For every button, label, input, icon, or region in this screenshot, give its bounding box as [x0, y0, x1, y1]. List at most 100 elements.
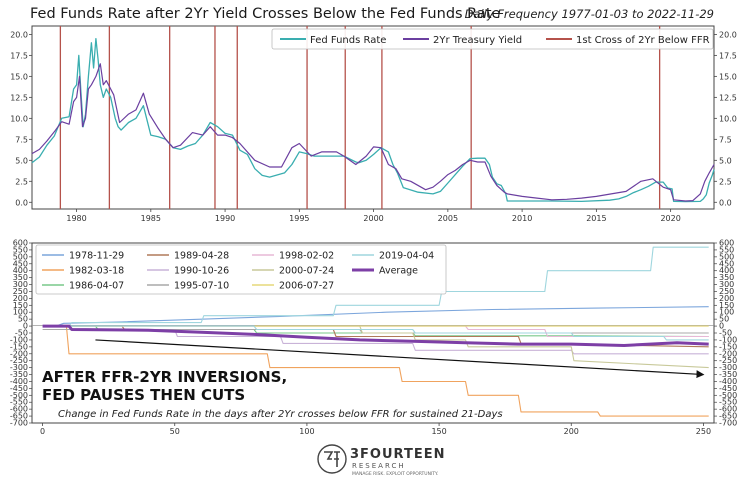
x-tick-label: 250 — [696, 427, 711, 436]
annotation-line-1: AFTER FFR-2YR INVERSIONS, — [42, 368, 287, 386]
y-tick-label: 50 — [18, 315, 28, 324]
x-tick-label: 0 — [40, 427, 45, 436]
y-tick-label: -550 — [10, 398, 28, 407]
y-tick-label-right: -400 — [719, 377, 737, 386]
y-tick-label: 7.5 — [15, 135, 28, 144]
y-tick-label: 17.5 — [10, 51, 28, 60]
series-line-1982-03-18 — [42, 325, 709, 417]
y-tick-label-right: 5.0 — [719, 156, 732, 165]
y-tick-label-right: 550 — [719, 245, 734, 254]
x-tick-label: 1990 — [215, 214, 235, 223]
y-tick-label-right: -600 — [719, 405, 737, 414]
bottom-series-lines — [42, 246, 709, 417]
y-tick-label: 250 — [13, 287, 28, 296]
y-tick-label-right: -500 — [719, 391, 737, 400]
y-tick-label: -150 — [10, 342, 28, 351]
series-line-2019-04-04-hike — [42, 246, 709, 327]
y-tick-label-right: 0 — [719, 322, 724, 331]
y-tick-label: 600 — [13, 239, 28, 248]
y-tick-label: -700 — [10, 419, 28, 428]
y-tick-label-right: 250 — [719, 287, 734, 296]
legend-label-1995-07-10: 1995-07-10 — [174, 281, 229, 292]
y-tick-label: 10.0 — [10, 114, 28, 123]
legend-label-1986-04-07: 1986-04-07 — [69, 281, 124, 292]
y-tick-label: -200 — [10, 349, 28, 358]
y-tick-label: 350 — [13, 273, 28, 282]
series-line-1978-11-29 — [42, 306, 709, 327]
top-y-ticks-left: 0.0 2.5 5.0 7.5 10.0 12.5 15.0 17.5 20.0 — [10, 30, 32, 207]
logo-tagline: MANAGE RISK. EXPLOIT OPPORTUNITY. — [352, 471, 438, 477]
legend-label-2yr: 2Yr Treasury Yield — [433, 35, 522, 46]
y-tick-label: 15.0 — [10, 72, 28, 81]
y-tick-label-right: -250 — [719, 356, 737, 365]
y-tick-label: -100 — [10, 335, 28, 344]
top-legend: Fed Funds Rate 2Yr Treasury Yield 1st Cr… — [271, 28, 714, 50]
y-tick-label-right: 7.5 — [719, 135, 732, 144]
y-tick-label: 400 — [13, 266, 28, 275]
x-tick-label: 200 — [564, 427, 579, 436]
y-tick-label-right: -50 — [719, 329, 732, 338]
cross-vlines — [59, 26, 661, 209]
y-tick-label: 20.0 — [10, 30, 28, 39]
y-tick-label-right: 100 — [719, 308, 734, 317]
x-tick-label: 1980 — [66, 214, 86, 223]
y-tick-label-right: -300 — [719, 363, 737, 372]
x-tick-label: 100 — [299, 427, 314, 436]
series-line-2019-04-04 — [42, 325, 709, 341]
annotation-line-2: FED PAUSES THEN CUTS — [42, 386, 245, 404]
top-x-ticks: 1980 1985 1990 1995 2000 2005 2010 2015 2020 — [66, 209, 681, 223]
y-tick-label-right: 150 — [719, 301, 734, 310]
series-line-average — [42, 324, 709, 347]
y-tick-label: -300 — [10, 363, 28, 372]
legend-label-1989-04-28: 1989-04-28 — [174, 251, 229, 262]
y-tick-label: 0.0 — [15, 198, 28, 207]
x-tick-label: 2000 — [363, 214, 383, 223]
y-tick-label-right: 500 — [719, 252, 734, 261]
logo-sub-text: RESEARCH — [352, 462, 406, 470]
y-tick-label-right: -450 — [719, 384, 737, 393]
x-tick-label: 2010 — [512, 214, 532, 223]
top-y-ticks-right: 0.0 2.5 5.0 7.5 10.0 12.5 15.0 17.5 20.0 — [714, 30, 737, 207]
y-tick-label-right: 2.5 — [719, 177, 732, 186]
series-line-1989-04-28 — [42, 325, 709, 348]
top-legend-box — [271, 28, 714, 50]
legend-label-2019-04-04: 2019-04-04 — [379, 251, 434, 262]
y-tick-label-right: -550 — [719, 398, 737, 407]
legend-label-1990-10-26: 1990-10-26 — [174, 266, 229, 277]
y-tick-label: 450 — [13, 259, 28, 268]
y-tick-label: -250 — [10, 356, 28, 365]
y-tick-label: 100 — [13, 308, 28, 317]
y-tick-label: -50 — [15, 329, 28, 338]
y-tick-label: 300 — [13, 280, 28, 289]
y-tick-label: -650 — [10, 412, 28, 421]
top-chart: Fed Funds Rate after 2Yr Yield Crosses B… — [10, 6, 737, 223]
y-tick-label-right: 450 — [719, 259, 734, 268]
y-tick-label: -450 — [10, 384, 28, 393]
x-tick-label: 2015 — [586, 214, 606, 223]
legend-label-ffr: Fed Funds Rate — [310, 35, 386, 46]
y-tick-label-right: 350 — [719, 273, 734, 282]
y-tick-label: 0 — [23, 322, 28, 331]
y-tick-label-right: 15.0 — [719, 72, 737, 81]
x-tick-label: 1995 — [289, 214, 309, 223]
y-tick-label-right: 12.5 — [719, 93, 737, 102]
y-tick-label-right: -100 — [719, 335, 737, 344]
chart-caption: Change in Fed Funds Rate in the days aft… — [58, 409, 503, 420]
y-tick-label-right: -150 — [719, 342, 737, 351]
x-tick-label: 1985 — [141, 214, 161, 223]
x-tick-label: 50 — [170, 427, 180, 436]
series-line-2000-07-24 — [42, 325, 709, 369]
y-tick-label: -600 — [10, 405, 28, 414]
chart-subtitle: Daily Frequency 1977-01-03 to 2022-11-29 — [465, 7, 714, 21]
y-tick-label: 5.0 — [15, 156, 28, 165]
top-series-lines — [31, 37, 715, 203]
y-tick-label-right: 50 — [719, 315, 729, 324]
bottom-y-ticks-left: 600550500450400350300250200150100500-50-… — [10, 239, 32, 428]
legend-label-1998-02-02: 1998-02-02 — [279, 251, 334, 262]
y-tick-label: 2.5 — [15, 177, 28, 186]
logo-emblem-icon — [317, 444, 347, 474]
y-tick-label-right: 20.0 — [719, 30, 737, 39]
y-tick-label-right: -200 — [719, 349, 737, 358]
y-tick-label-right: -350 — [719, 370, 737, 379]
